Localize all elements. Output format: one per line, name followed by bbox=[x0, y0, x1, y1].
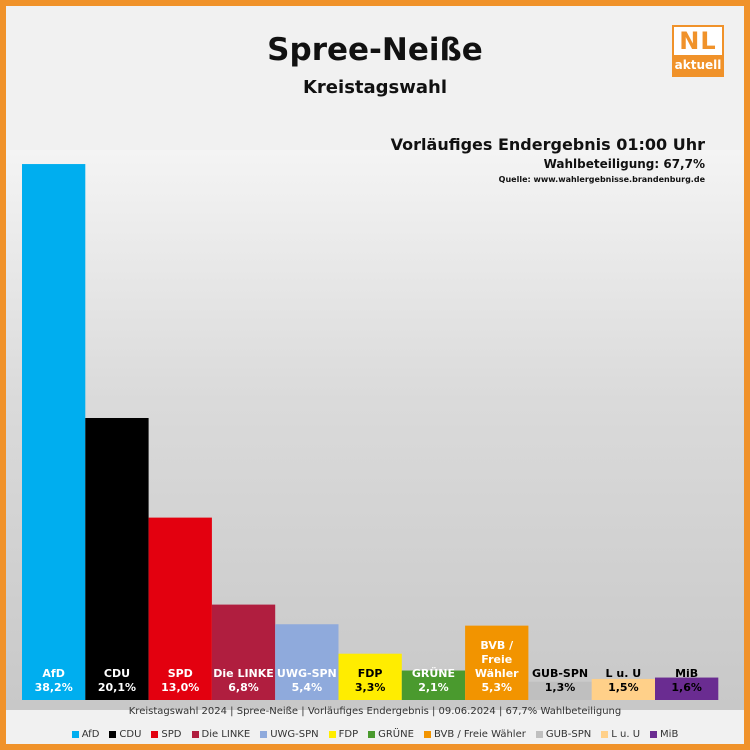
result-status: Vorläufiges Endergebnis 01:00 Uhr bbox=[390, 135, 705, 154]
bar-value-label: 3,3% bbox=[355, 681, 386, 694]
legend-swatch bbox=[535, 731, 543, 738]
bar-value-label: 2,1% bbox=[418, 681, 449, 694]
bar-value-label: 20,1% bbox=[98, 681, 136, 694]
legend-item: GUB-SPN bbox=[535, 729, 592, 740]
bar-value-label: 38,2% bbox=[35, 681, 73, 694]
legend-label: AfD bbox=[81, 729, 100, 740]
legend-swatch bbox=[71, 731, 79, 738]
bar-value-label: 1,6% bbox=[671, 681, 702, 694]
logo-main-text: NL bbox=[674, 27, 722, 55]
bar-category-label: CDU bbox=[104, 667, 130, 680]
legend-item: L u. U bbox=[601, 729, 640, 740]
bar-category-label: UWG-SPN bbox=[277, 667, 337, 680]
legend-swatch bbox=[260, 731, 268, 738]
legend-swatch bbox=[368, 731, 376, 738]
bar-uwg-spn bbox=[275, 624, 339, 700]
bar-value-label: 5,4% bbox=[292, 681, 323, 694]
legend-swatch bbox=[423, 731, 431, 738]
bar-die-linke bbox=[211, 604, 276, 700]
legend-swatch bbox=[601, 731, 609, 738]
bar-value-label: 1,3% bbox=[545, 681, 576, 694]
bar-category-label: Die LINKE bbox=[213, 667, 274, 680]
nl-aktuell-logo: NL aktuell bbox=[672, 25, 724, 77]
legend-item: AfD bbox=[71, 729, 100, 740]
chart-caption: Kreistagswahl 2024 | Spree-Neiße | Vorlä… bbox=[128, 706, 622, 717]
legend-item: UWG-SPN bbox=[260, 729, 319, 740]
bar-gub-spn bbox=[528, 681, 592, 700]
legend-item: CDU bbox=[109, 729, 141, 740]
legend-item: SPD bbox=[151, 729, 182, 740]
legend-swatch bbox=[151, 731, 159, 738]
bar-category-label: Freie bbox=[481, 653, 512, 666]
bar-l-u-u bbox=[591, 678, 655, 700]
legend-label: FDP bbox=[338, 729, 359, 740]
bar-cdu bbox=[85, 417, 149, 700]
legend-label: L u. U bbox=[611, 729, 641, 740]
chart-legend: AfD CDU SPD Die LINKE UWG-SPN FDP GRÜNE BVB / F… bbox=[0, 729, 750, 740]
legend-item: Die LINKE bbox=[191, 729, 251, 740]
chart-subtitle: Kreistagswahl bbox=[302, 77, 448, 98]
legend-item: MiB bbox=[650, 729, 678, 740]
bar-value-label: 13,0% bbox=[161, 681, 199, 694]
bar-value-label: 1,5% bbox=[608, 681, 639, 694]
legend-label: MiB bbox=[660, 729, 679, 740]
bar-fdp bbox=[338, 653, 402, 700]
bar-category-label: GUB-SPN bbox=[532, 667, 588, 680]
bar-category-label: FDP bbox=[358, 667, 383, 680]
legend-swatch bbox=[328, 731, 336, 738]
bar-mib bbox=[655, 677, 719, 700]
legend-label: SPD bbox=[161, 729, 182, 740]
legend-label: UWG-SPN bbox=[270, 729, 319, 740]
legend-swatch bbox=[109, 731, 117, 738]
bar-bvb-freie-wähler bbox=[465, 625, 529, 700]
bar-value-label: 6,8% bbox=[228, 681, 259, 694]
legend-item: BVB / Freie Wähler bbox=[423, 729, 526, 740]
legend-label: Die LINKE bbox=[201, 729, 251, 740]
bar-grüne bbox=[401, 670, 466, 700]
bar-category-label: BVB / bbox=[480, 639, 514, 652]
legend-item: GRÜNE bbox=[368, 729, 414, 740]
legend-item: FDP bbox=[328, 729, 359, 740]
logo-sub-text: aktuell bbox=[674, 58, 722, 72]
chart-title: Spree-Neiße bbox=[267, 32, 483, 68]
bar-group: L u. U1,5% bbox=[591, 667, 655, 700]
legend-label: BVB / Freie Wähler bbox=[433, 729, 526, 740]
legend-label: GRÜNE bbox=[378, 729, 414, 740]
legend-label: GUB-SPN bbox=[545, 729, 592, 740]
legend-swatch bbox=[191, 731, 199, 738]
turnout-label: Wahlbeteiligung: 67,7% bbox=[543, 157, 705, 171]
legend-swatch bbox=[650, 731, 658, 738]
bar-category-label: Wähler bbox=[475, 667, 519, 680]
bar-afd bbox=[22, 164, 86, 700]
bar-value-label: 5,3% bbox=[481, 681, 512, 694]
bar-category-label: L u. U bbox=[606, 667, 642, 680]
bar-category-label: GRÜNE bbox=[412, 666, 455, 680]
legend-label: CDU bbox=[119, 729, 142, 740]
bar-category-label: SPD bbox=[168, 667, 193, 680]
source-label: Quelle: www.wahlergebnisse.brandenburg.d… bbox=[498, 175, 705, 184]
bar-category-label: AfD bbox=[42, 667, 64, 680]
bar-category-label: MiB bbox=[675, 667, 698, 680]
bar-spd bbox=[148, 517, 212, 700]
